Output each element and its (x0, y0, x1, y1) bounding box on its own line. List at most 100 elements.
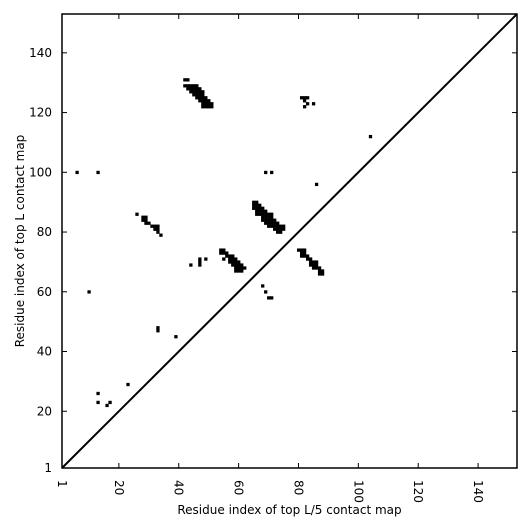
contact-point (195, 87, 199, 91)
contact-point (144, 218, 148, 222)
contact-point (153, 224, 157, 228)
contact-point (243, 266, 247, 270)
contact-point (210, 102, 214, 106)
contact-point (150, 224, 154, 228)
contact-point (192, 87, 196, 91)
contact-point (201, 102, 205, 106)
contact-point (156, 230, 160, 234)
contact-point (198, 96, 202, 100)
contact-point (204, 96, 208, 100)
contact-point (299, 96, 304, 100)
contact-point (186, 84, 190, 88)
contact-point (317, 269, 322, 273)
contact-point (228, 257, 232, 261)
contact-point (135, 212, 139, 216)
contact-point (231, 257, 235, 261)
contact-point (198, 99, 202, 103)
contact-point (186, 78, 190, 82)
contact-point (240, 266, 244, 270)
contact-point (186, 87, 190, 91)
contact-point (305, 102, 310, 106)
x-tick-label: 20 (112, 480, 126, 495)
contact-point (270, 224, 274, 228)
contact-point (261, 215, 265, 219)
contact-point (240, 263, 244, 267)
contact-point (273, 224, 277, 228)
contact-point (141, 218, 145, 222)
contact-point (237, 263, 241, 267)
contact-point (261, 212, 265, 216)
contact-point (237, 266, 241, 270)
contact-point (105, 403, 109, 408)
contact-point (231, 263, 235, 267)
contact-point (174, 335, 178, 339)
contact-point (144, 221, 148, 225)
contact-point (302, 251, 307, 255)
contact-point (264, 209, 268, 213)
contact-point (153, 227, 157, 231)
contact-point (189, 84, 193, 88)
contact-point (147, 221, 151, 225)
contact-point (192, 93, 196, 97)
contact-point (267, 218, 271, 222)
contact-point (311, 263, 316, 267)
x-tick-label: 140 (471, 480, 485, 503)
contact-point (314, 266, 319, 270)
contact-point (255, 206, 259, 210)
contact-point (228, 254, 232, 258)
contact-point (126, 382, 130, 387)
contact-point (267, 215, 271, 219)
contact-point (201, 90, 205, 94)
contact-point (201, 96, 205, 100)
contact-point (195, 90, 199, 94)
contact-point (198, 87, 202, 91)
contact-point (267, 221, 271, 225)
x-tick-label: 1 (55, 480, 69, 488)
contact-point (222, 257, 226, 261)
contact-point (207, 105, 211, 109)
contact-point (296, 248, 301, 252)
contact-point (299, 251, 304, 255)
contact-point (189, 90, 193, 94)
contact-point (225, 251, 229, 255)
contact-point (204, 257, 208, 261)
contact-point (308, 260, 313, 264)
contact-point (261, 209, 265, 213)
contact-point (258, 206, 262, 210)
contact-point (156, 224, 160, 228)
contact-point (282, 224, 286, 228)
contact-point (252, 206, 256, 210)
contact-point (195, 93, 199, 97)
contact-point (258, 212, 262, 216)
y-axis-label: Residue index of top L contact map (13, 135, 27, 348)
contact-point (267, 224, 271, 228)
contact-point (231, 254, 235, 258)
contact-point (201, 99, 205, 103)
contact-point (192, 90, 196, 94)
contact-point (302, 254, 307, 258)
contact-point (317, 272, 322, 276)
contact-point (305, 257, 310, 261)
contact-point (159, 233, 163, 237)
contact-point (270, 221, 274, 225)
contact-point (314, 182, 319, 187)
contact-point (261, 218, 265, 222)
contact-point (96, 400, 100, 405)
contact-point (261, 206, 265, 210)
contact-point (234, 263, 238, 267)
x-tick-label: 60 (232, 480, 246, 495)
contact-point (255, 212, 259, 216)
contact-point (198, 263, 202, 267)
contact-point (222, 248, 226, 252)
contact-point (311, 260, 316, 264)
contact-point (302, 248, 307, 252)
contact-point (96, 391, 100, 396)
x-tick-label: 100 (351, 480, 365, 503)
contact-point (282, 227, 286, 231)
y-tick-label: 100 (29, 165, 52, 179)
contact-point (276, 221, 280, 225)
contact-point (311, 266, 316, 270)
contact-point (108, 400, 112, 405)
contact-point (234, 266, 238, 270)
